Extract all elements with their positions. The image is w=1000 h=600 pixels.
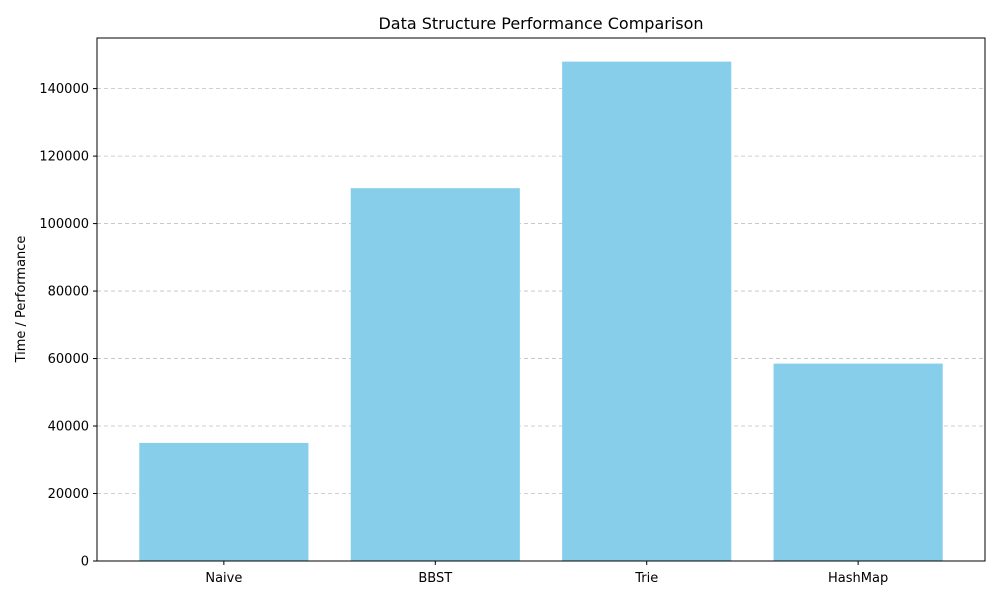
x-tick-label: BBST [418,571,452,586]
y-axis-label: Time / Performance [14,236,29,364]
y-axis-ticks: 0 20000 40000 60000 80000 100000 120000 140000 [39,82,97,570]
y-tick-label: 80000 [48,285,89,300]
bar-bbst [350,188,520,561]
x-tick-label: Trie [634,571,658,586]
y-tick-label: 120000 [39,150,89,165]
bar-naive [139,442,309,561]
bars [139,61,943,561]
y-tick-label: 100000 [39,217,89,232]
x-tick-label: HashMap [828,571,888,586]
y-tick-label: 40000 [48,420,89,435]
chart-title: Data Structure Performance Comparison [378,14,703,33]
x-axis-ticks: Naive BBST Trie HashMap [205,561,888,586]
bar-trie [562,61,732,561]
x-tick-label: Naive [205,571,242,586]
y-tick-label: 20000 [48,487,89,502]
y-tick-label: 60000 [48,352,89,367]
y-tick-label: 140000 [39,82,89,97]
bar-hashmap [773,363,943,561]
plot-frame [96,37,986,562]
y-tick-label: 0 [81,555,89,570]
